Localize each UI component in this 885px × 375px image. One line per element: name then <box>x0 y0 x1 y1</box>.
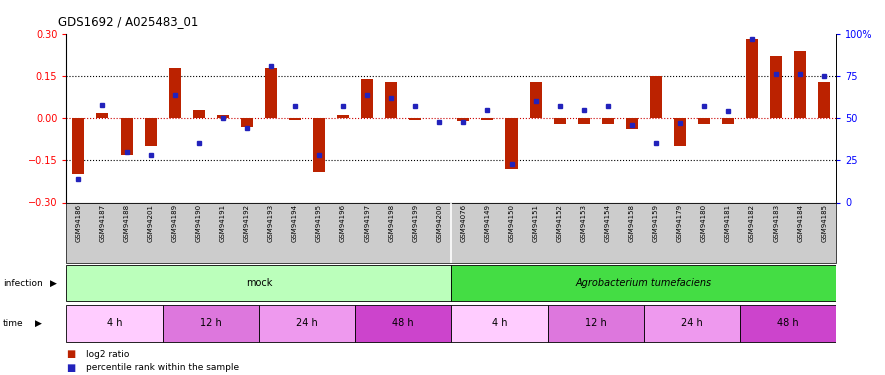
Text: GSM94190: GSM94190 <box>196 204 202 242</box>
Text: time: time <box>3 319 23 328</box>
Bar <box>451 304 548 342</box>
Text: ▶: ▶ <box>35 319 42 328</box>
Text: 24 h: 24 h <box>296 318 318 328</box>
Text: infection: infection <box>3 279 42 288</box>
Text: Agrobacterium tumefaciens: Agrobacterium tumefaciens <box>576 278 712 288</box>
Text: GSM94153: GSM94153 <box>581 204 587 242</box>
Text: GSM94193: GSM94193 <box>268 204 273 242</box>
Text: GSM94185: GSM94185 <box>821 204 827 242</box>
Text: GSM94179: GSM94179 <box>677 204 683 242</box>
Text: 24 h: 24 h <box>681 318 703 328</box>
Bar <box>626 118 638 129</box>
Bar <box>650 76 662 118</box>
Bar <box>548 304 643 342</box>
Text: GSM94188: GSM94188 <box>124 204 129 242</box>
Text: GSM94198: GSM94198 <box>389 204 394 242</box>
Text: GSM94150: GSM94150 <box>509 204 514 242</box>
Bar <box>458 118 469 121</box>
Bar <box>163 304 258 342</box>
Text: 12 h: 12 h <box>585 318 606 328</box>
Text: ▶: ▶ <box>50 279 57 288</box>
Text: GDS1692 / A025483_01: GDS1692 / A025483_01 <box>58 15 198 28</box>
Text: GSM94196: GSM94196 <box>340 204 346 242</box>
Bar <box>313 118 325 172</box>
Bar <box>385 82 397 118</box>
Bar <box>217 116 229 118</box>
Bar <box>144 118 157 146</box>
Text: GSM94199: GSM94199 <box>412 204 419 242</box>
Text: GSM94184: GSM94184 <box>797 204 804 242</box>
Text: GSM94186: GSM94186 <box>75 204 81 242</box>
Text: GSM94187: GSM94187 <box>99 204 105 242</box>
Text: GSM94159: GSM94159 <box>653 204 658 242</box>
Bar <box>355 304 451 342</box>
Text: GSM94192: GSM94192 <box>244 204 250 242</box>
Text: 4 h: 4 h <box>107 318 122 328</box>
Text: 48 h: 48 h <box>777 318 799 328</box>
Text: GSM94076: GSM94076 <box>460 204 466 242</box>
Bar <box>819 82 830 118</box>
Text: ■: ■ <box>66 350 75 359</box>
Bar <box>241 118 253 127</box>
Bar <box>746 39 758 118</box>
Text: GSM94149: GSM94149 <box>484 204 490 242</box>
Text: 48 h: 48 h <box>392 318 414 328</box>
Text: GSM94191: GSM94191 <box>219 204 226 242</box>
Text: 4 h: 4 h <box>492 318 507 328</box>
Text: GSM94180: GSM94180 <box>701 204 707 242</box>
Bar <box>578 118 589 124</box>
Bar <box>529 82 542 118</box>
Bar <box>193 110 204 118</box>
Bar <box>481 118 494 120</box>
Text: GSM94154: GSM94154 <box>604 204 611 242</box>
Bar <box>73 118 84 174</box>
Text: ■: ■ <box>66 363 75 372</box>
Bar <box>169 68 181 118</box>
Bar <box>337 116 349 118</box>
Text: GSM94194: GSM94194 <box>292 204 298 242</box>
Text: GSM94201: GSM94201 <box>148 204 154 242</box>
Bar <box>505 118 518 169</box>
Bar <box>96 112 109 118</box>
Text: GSM94195: GSM94195 <box>316 204 322 242</box>
Bar <box>66 304 163 342</box>
Bar <box>409 118 421 120</box>
Text: mock: mock <box>246 278 272 288</box>
Bar <box>740 304 836 342</box>
Bar <box>602 118 614 124</box>
Text: GSM94158: GSM94158 <box>629 204 635 242</box>
Bar <box>673 118 686 146</box>
Text: GSM94200: GSM94200 <box>436 204 442 242</box>
Bar <box>120 118 133 154</box>
Bar <box>770 56 782 118</box>
Text: 12 h: 12 h <box>200 318 221 328</box>
Bar <box>554 118 566 124</box>
Bar <box>794 51 806 118</box>
Text: GSM94152: GSM94152 <box>557 204 563 242</box>
Text: GSM94182: GSM94182 <box>749 204 755 242</box>
Text: GSM94189: GSM94189 <box>172 204 178 242</box>
Bar <box>451 265 836 301</box>
Text: log2 ratio: log2 ratio <box>86 350 129 359</box>
Bar <box>289 118 301 120</box>
Text: percentile rank within the sample: percentile rank within the sample <box>86 363 239 372</box>
Text: GSM94151: GSM94151 <box>533 204 539 242</box>
Bar <box>265 68 277 118</box>
Bar <box>258 304 355 342</box>
Bar <box>361 79 373 118</box>
Bar <box>66 265 451 301</box>
Text: GSM94197: GSM94197 <box>364 204 370 242</box>
Bar <box>722 118 734 124</box>
Text: GSM94181: GSM94181 <box>725 204 731 242</box>
Text: GSM94183: GSM94183 <box>773 204 779 242</box>
Bar <box>698 118 710 124</box>
Bar <box>643 304 740 342</box>
